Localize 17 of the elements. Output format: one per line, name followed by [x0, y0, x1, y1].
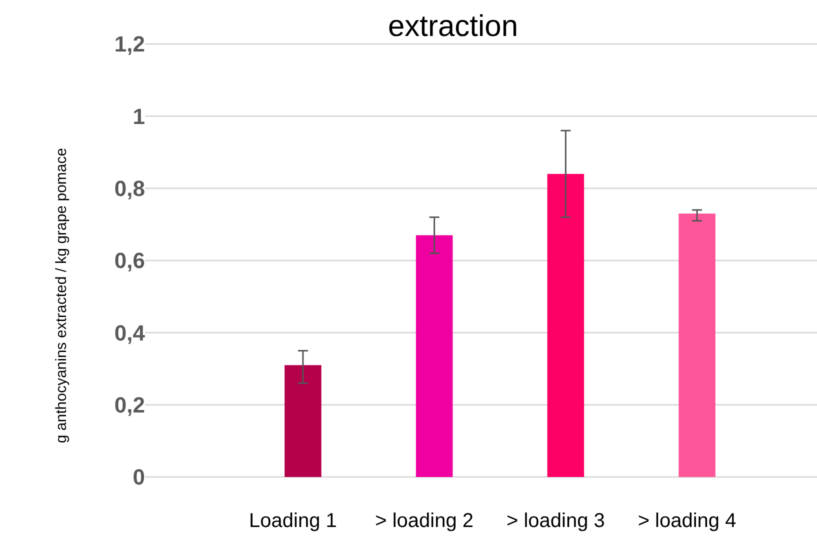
y-tick-label: 1 — [132, 104, 145, 129]
x-tick-label: > loading 4 — [638, 510, 736, 532]
bar — [416, 235, 453, 477]
chart-title: extraction — [388, 10, 518, 43]
y-tick-label: 0,8 — [114, 176, 145, 202]
bar — [678, 214, 716, 477]
y-tick-label: 1,2 — [114, 32, 145, 57]
y-tick-label: 0,2 — [114, 392, 145, 418]
bar — [547, 174, 584, 477]
y-tick-label: 0,4 — [114, 320, 146, 346]
bar — [284, 365, 322, 477]
y-tick-label: 0 — [132, 464, 145, 490]
x-tick-label: Loading 1 — [249, 510, 337, 532]
x-tick-label: > loading 2 — [375, 510, 474, 532]
y-axis-title: g anthocyanins extracted / kg grape pomace — [53, 148, 70, 444]
y-tick-label: 0,6 — [114, 248, 145, 274]
x-tick-label: > loading 3 — [506, 510, 605, 532]
